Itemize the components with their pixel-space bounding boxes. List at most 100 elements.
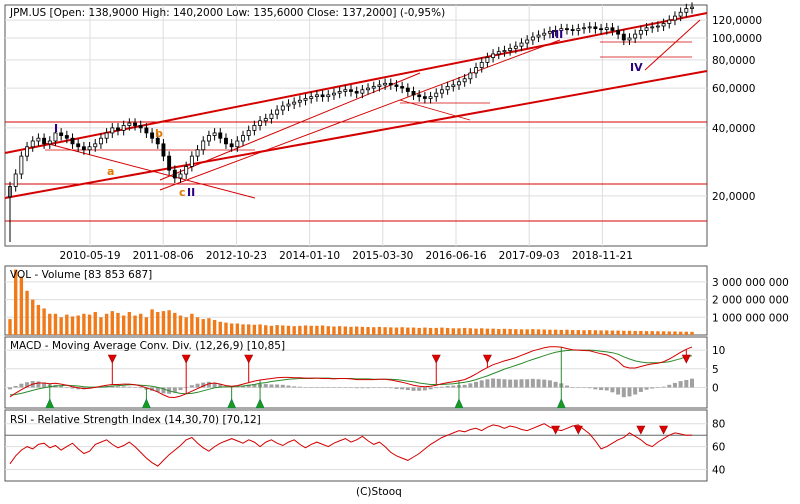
price-x-tick-label-0: 2010-05-19: [59, 250, 120, 262]
price-candle: [104, 132, 109, 139]
volume-bar: [349, 326, 353, 335]
rsi-sell-marker-2: [636, 425, 646, 435]
volume-bar: [605, 330, 609, 335]
macd-sell-marker-4: [482, 354, 492, 364]
macd-histogram-bar: [496, 378, 501, 388]
price-candle: [553, 30, 558, 32]
macd-histogram-bar: [502, 379, 507, 388]
macd-sell-marker-2: [244, 354, 254, 364]
macd-histogram-bar: [241, 385, 246, 388]
rsi-signal-markers: [551, 425, 669, 435]
price-candle: [280, 105, 285, 111]
macd-buy-marker-5: [556, 398, 566, 409]
price-candle: [121, 125, 126, 131]
macd-buy-marker-1: [141, 398, 151, 409]
price-x-tick-label-7: 2018-11-21: [572, 250, 633, 262]
price-candle: [616, 30, 621, 35]
macd-histogram-bar: [388, 387, 393, 389]
macd-histogram-bar: [678, 381, 683, 388]
volume-bar: [258, 324, 262, 335]
price-trendlines: [4, 12, 708, 222]
volume-bar: [59, 317, 63, 335]
price-candle: [400, 86, 405, 89]
volume-y-tick-label-0: 3 000 000 000: [712, 277, 789, 289]
price-candle: [19, 155, 24, 175]
macd-histogram-bar: [553, 381, 558, 388]
price-candle: [275, 109, 280, 115]
volume-bar: [264, 325, 268, 335]
price-candle: [394, 84, 399, 87]
price-candle: [547, 30, 552, 34]
rsi-sell-marker-1: [573, 425, 583, 435]
macd-histogram-bar: [405, 387, 410, 391]
rsi-panel: 80 60 40 RSI - Relative Strength Index (14…: [4, 409, 725, 482]
volume-bar: [269, 325, 274, 335]
macd-buy-marker-2: [227, 398, 237, 409]
volume-bar: [548, 329, 552, 335]
macd-histogram-bar: [155, 387, 160, 392]
macd-histogram-bar: [451, 385, 456, 388]
volume-bar: [377, 326, 382, 335]
volume-bar: [343, 326, 348, 335]
volume-bar: [320, 325, 325, 335]
macd-histogram-bar: [218, 384, 223, 388]
price-candle: [263, 118, 268, 122]
volume-bar: [252, 324, 257, 335]
volume-bar: [480, 328, 484, 335]
price-candle: [434, 92, 439, 98]
macd-histogram-bar: [331, 387, 336, 388]
price-candle: [474, 67, 478, 74]
volume-bar: [667, 331, 671, 335]
volume-bar: [542, 329, 546, 335]
price-candle: [525, 39, 530, 44]
volume-bar: [639, 330, 643, 335]
volume-bar: [440, 327, 444, 335]
volume-bar: [445, 327, 450, 335]
volume-bar: [588, 330, 592, 335]
wave-label-a: a: [107, 165, 114, 178]
macd-histogram-bar: [661, 386, 666, 388]
macd-histogram-bar: [530, 378, 535, 388]
wave-label-ii: II: [187, 186, 195, 199]
price-candle: [542, 32, 547, 36]
macd-histogram-bar: [138, 387, 143, 389]
price-candle: [47, 140, 52, 145]
macd-histogram-bar: [655, 387, 660, 388]
macd-histogram-bar: [25, 382, 30, 388]
price-candle: [570, 29, 575, 31]
trendline-6: [159, 39, 561, 191]
macd-histogram-bar: [576, 387, 581, 388]
macd-histogram-bar: [64, 387, 69, 388]
volume-bar: [508, 328, 512, 335]
macd-histogram-bar: [366, 387, 371, 389]
volume-bar: [354, 326, 359, 335]
price-candle: [13, 173, 18, 187]
volume-bar: [417, 327, 421, 335]
price-x-tick-label-2: 2012-10-23: [206, 250, 267, 262]
volume-bar: [207, 318, 211, 335]
trendline-10: [399, 99, 471, 121]
volume-bar: [201, 319, 205, 335]
volume-bar: [502, 328, 507, 335]
macd-histogram-bar: [570, 387, 575, 388]
macd-lines: [9, 346, 693, 399]
macd-histogram-bar: [542, 379, 547, 388]
price-candle: [241, 135, 245, 142]
volume-bar: [428, 327, 433, 335]
volume-bar: [423, 327, 427, 335]
rsi-panel-header: RSI - Relative Strength Index (14,30,70)…: [10, 414, 261, 426]
macd-histogram-bar: [303, 387, 308, 388]
volume-bar: [525, 329, 529, 335]
volume-bar: [173, 312, 177, 335]
macd-histogram-bar: [172, 387, 177, 393]
volume-bar: [627, 330, 632, 335]
rsi-y-tick-label-0: 80: [712, 419, 725, 431]
price-candle: [53, 132, 58, 142]
price-candle: [59, 132, 64, 136]
rsi-y-axis: 80 60 40: [712, 419, 725, 477]
macd-panel-header: MACD - Moving Average Conv. Div. (12,26,…: [10, 340, 285, 352]
volume-bar: [360, 326, 365, 335]
rsi-y-tick-label-1: 60: [712, 442, 725, 454]
rsi-sell-marker-0: [551, 425, 561, 435]
price-y-tick-label-2: 80,0000: [712, 55, 755, 67]
